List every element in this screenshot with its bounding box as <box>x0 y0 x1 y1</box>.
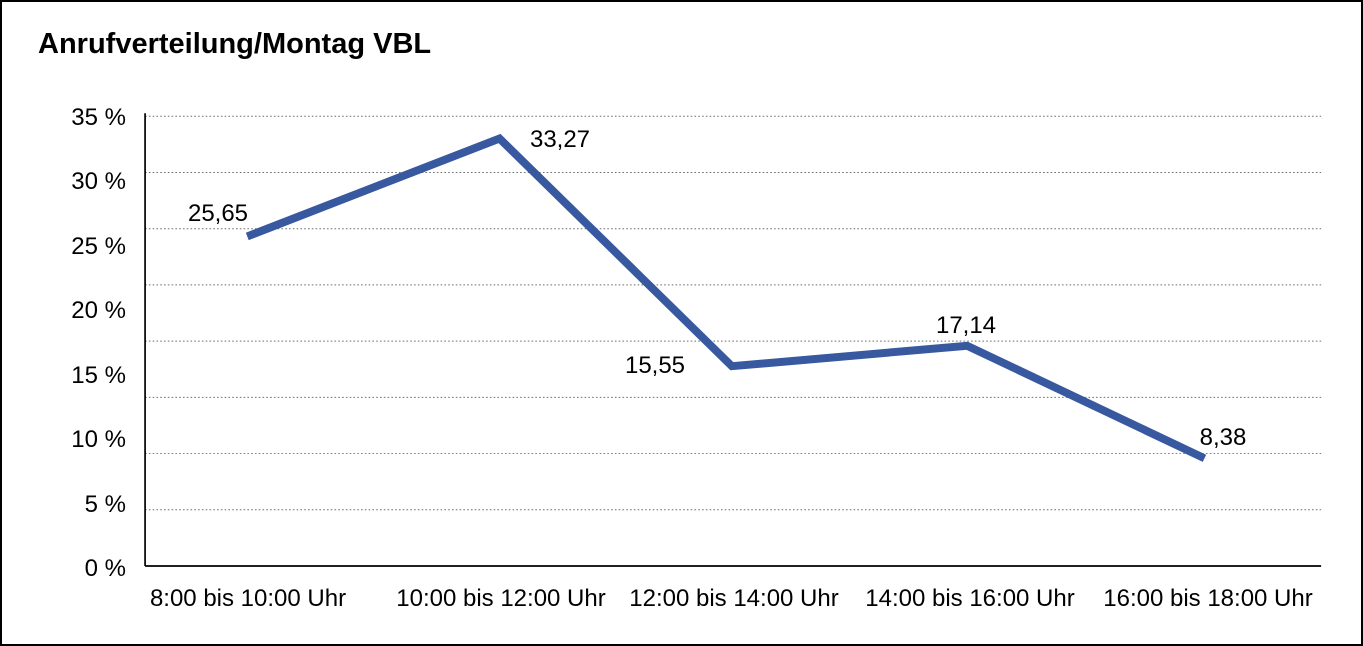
data-point-label: 33,27 <box>529 126 591 154</box>
y-axis-label: 30 % <box>71 168 126 196</box>
x-axis-label: 10:00 bis 12:00 Uhr <box>396 585 606 612</box>
x-axis-label: 12:00 bis 14:00 Uhr <box>629 585 839 612</box>
y-axis-label: 25 % <box>71 232 126 260</box>
data-line <box>245 133 1207 462</box>
y-axis-label: 15 % <box>71 361 126 389</box>
y-axis-label: 20 % <box>71 297 126 325</box>
chart-title: Anrufverteilung/Montag VBL <box>38 28 432 60</box>
x-axis-label: 8:00 bis 10:00 Uhr <box>149 585 347 612</box>
data-point-label: 8,38 <box>1199 424 1247 452</box>
data-point-label: 17,14 <box>935 311 997 339</box>
data-point-label: 15,55 <box>624 352 686 380</box>
y-axis-label: 5 % <box>84 490 126 518</box>
y-axis-label: 0 % <box>84 555 126 582</box>
data-point-label: 25,65 <box>187 199 249 227</box>
x-axis-label: 14:00 bis 16:00 Uhr <box>865 585 1075 612</box>
x-axis-label: 16:00 bis 18:00 Uhr <box>1103 585 1313 612</box>
y-axis-label: 35 % <box>71 104 126 131</box>
y-axis-label: 10 % <box>71 426 126 454</box>
